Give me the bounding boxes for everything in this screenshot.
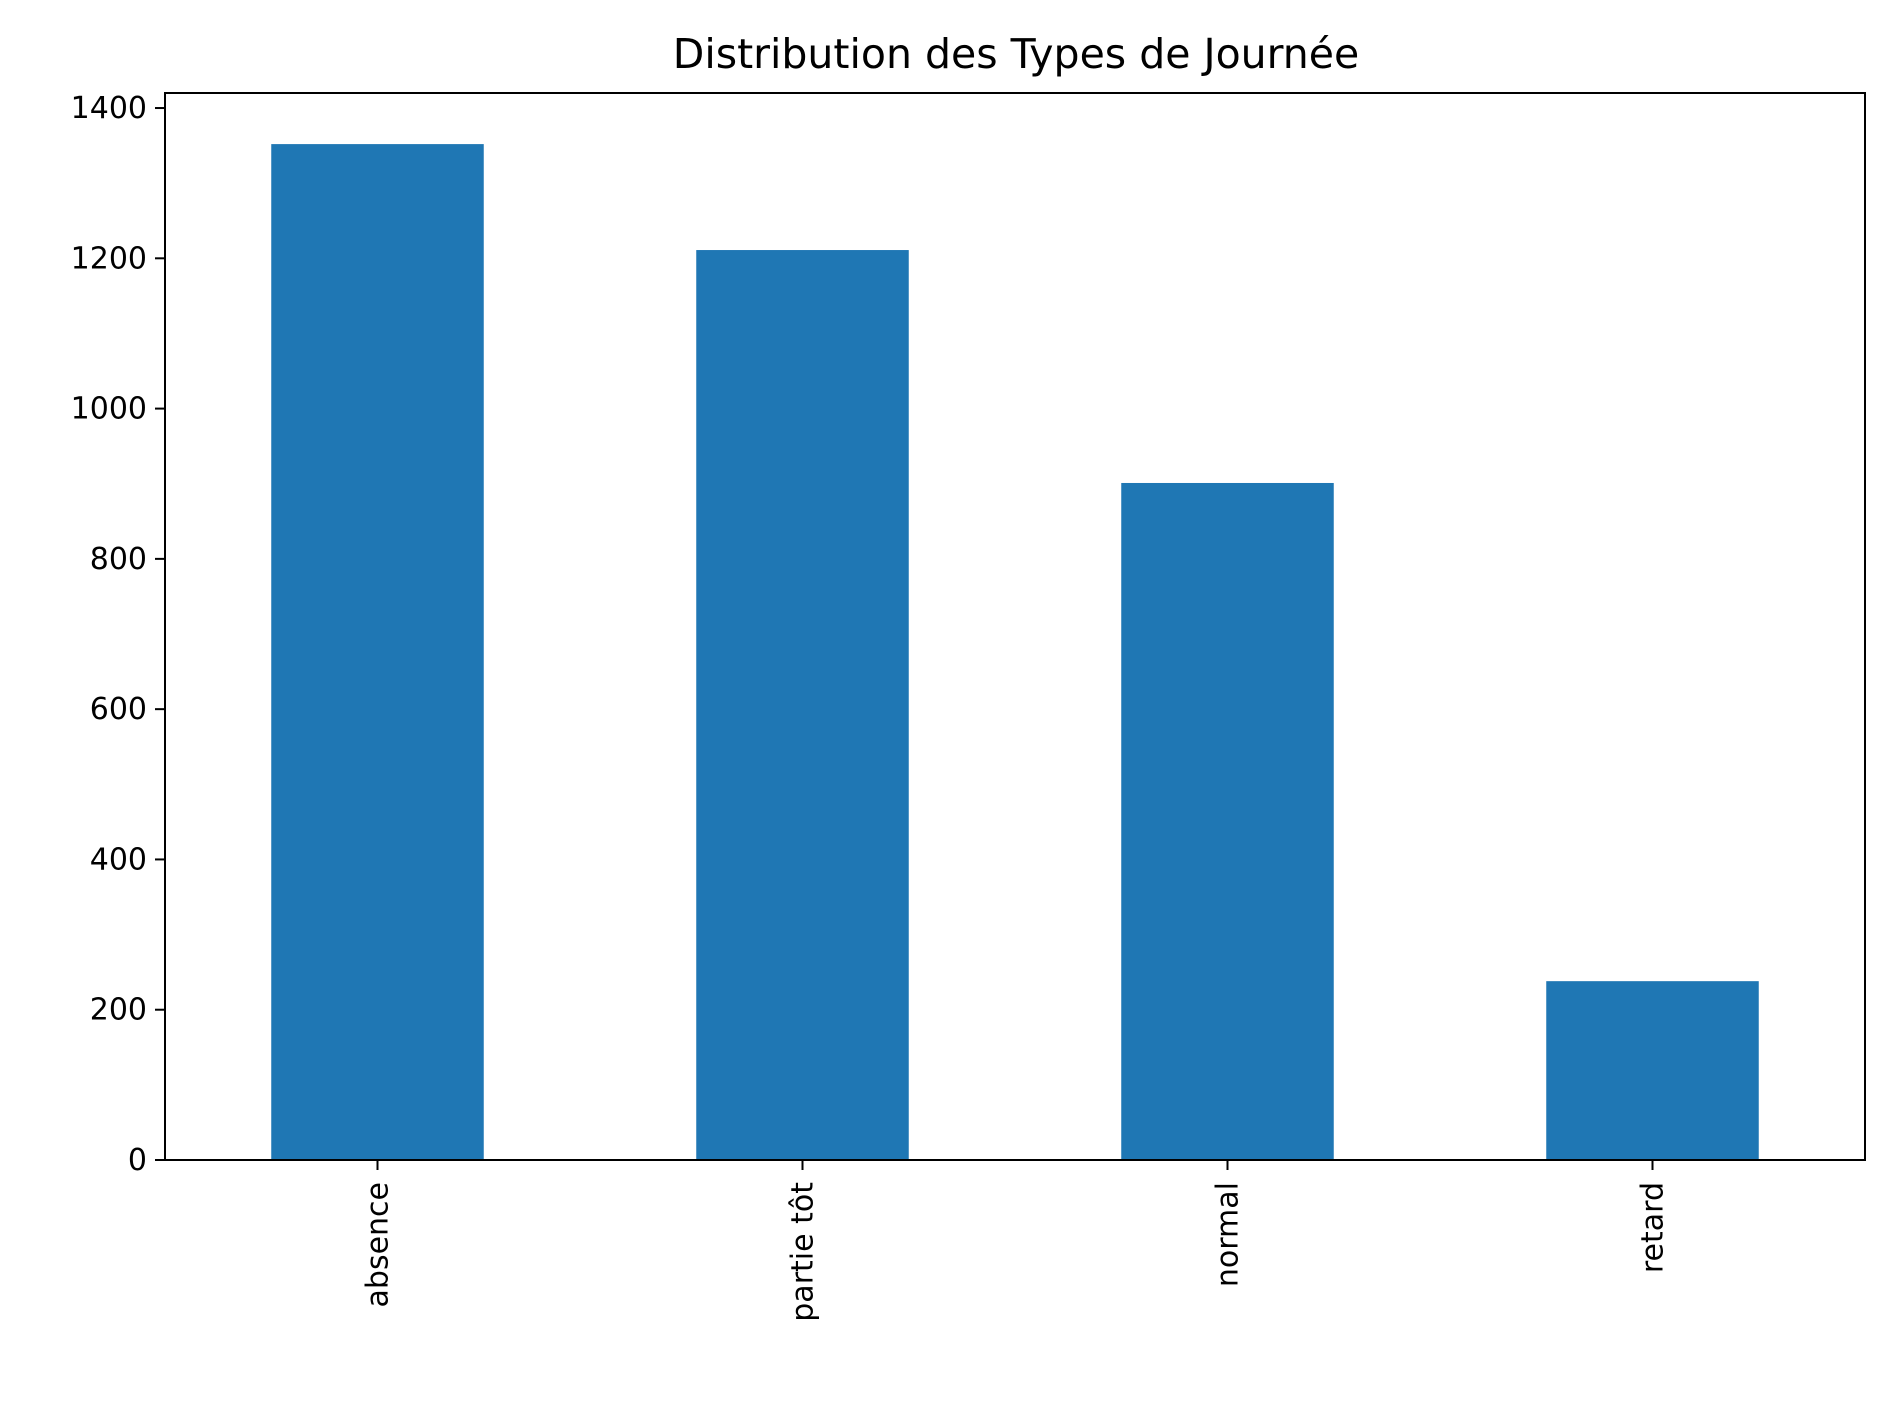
x-axis: absence partie tôt normal retard [361, 1160, 1671, 1322]
bar-3 [1546, 981, 1759, 1160]
bar-1 [696, 250, 909, 1160]
y-tick-label: 800 [90, 542, 147, 577]
plot-frame [164, 92, 1866, 1161]
y-axis: 0 200 400 600 800 1000 1200 1400 [71, 91, 165, 1178]
y-tick-label: 400 [90, 842, 147, 877]
x-tick-label: absence [361, 1182, 396, 1307]
y-tick-label: 0 [128, 1143, 147, 1178]
y-tick-label: 1400 [71, 91, 147, 126]
x-tick-label: retard [1636, 1182, 1671, 1273]
y-tick-label: 1000 [71, 392, 147, 427]
bars-group [271, 144, 1759, 1161]
bar-0 [271, 144, 484, 1161]
y-tick-label: 1200 [71, 241, 147, 276]
x-tick-label: partie tôt [786, 1182, 821, 1322]
y-tick-label: 600 [90, 692, 147, 727]
chart-title: Distribution des Types de Journée [673, 30, 1359, 78]
x-tick-label: normal [1211, 1182, 1246, 1287]
y-tick-label: 200 [90, 993, 147, 1028]
bar-2 [1121, 482, 1334, 1161]
